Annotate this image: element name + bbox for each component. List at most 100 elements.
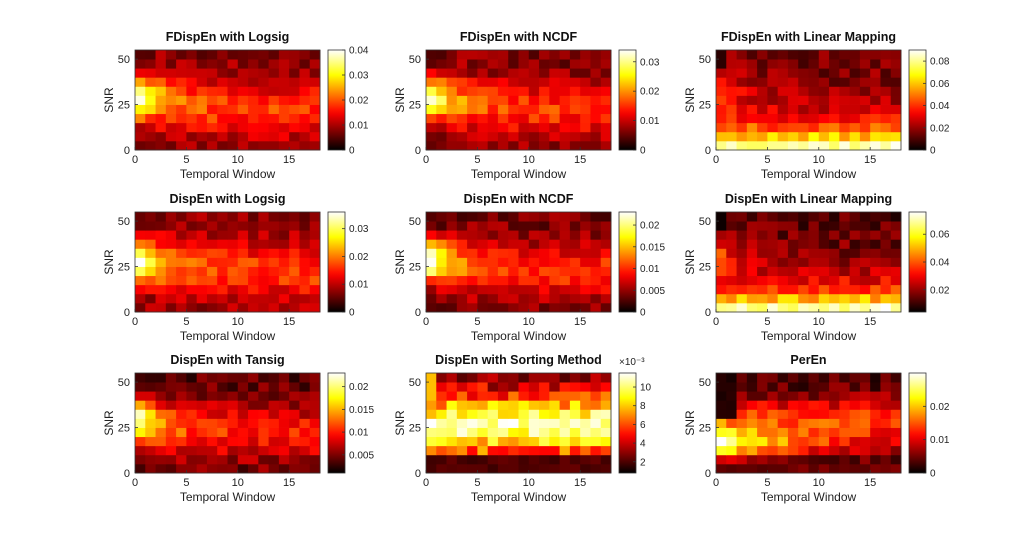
heatmap-cell [456, 50, 468, 60]
heatmap-cell [518, 284, 530, 295]
heatmap-cell [217, 391, 228, 401]
colorbar [909, 373, 926, 473]
heatmap-cell [497, 266, 509, 277]
heatmap-cell [165, 445, 177, 456]
heatmap-cell [590, 275, 602, 286]
heatmap-cell [456, 302, 468, 313]
heatmap-cell [299, 302, 311, 313]
heatmap-cell [559, 113, 571, 124]
heatmap-cell [426, 95, 437, 105]
heatmap-cell [736, 427, 748, 438]
heatmap-cell [145, 113, 156, 124]
heatmap-cell [787, 131, 799, 142]
heatmap-cell [767, 400, 779, 410]
colorbar-tick-label: 0.06 [930, 230, 950, 241]
heatmap-cell [757, 302, 768, 313]
heatmap-cell [849, 382, 861, 392]
heatmap-cell [528, 418, 540, 428]
colorbar-tick-label: 0.02 [640, 87, 660, 98]
x-tick-label: 15 [864, 316, 876, 328]
heatmap-cell [767, 445, 779, 456]
heatmap-cell [467, 275, 478, 286]
heatmap-cell [446, 239, 458, 249]
heatmap-cell [426, 400, 437, 410]
heatmap-cell [829, 212, 840, 222]
x-tick-label: 5 [183, 477, 189, 489]
heatmap-cell [746, 373, 758, 383]
heatmap-cell [528, 427, 540, 438]
heatmap-cell [549, 454, 561, 465]
heatmap-cell [746, 463, 758, 474]
heatmap-cell [818, 454, 830, 465]
heatmap-cell [248, 140, 259, 151]
heatmap-cell [206, 104, 218, 115]
heatmap-cell [508, 104, 519, 115]
heatmap-cell [217, 302, 228, 313]
heatmap-cell [829, 104, 840, 115]
heatmap-cell [829, 122, 840, 133]
heatmap-cell [757, 382, 768, 392]
x-tick-label: 15 [283, 477, 295, 489]
heatmap-cell [299, 59, 311, 69]
heatmap-cell [487, 436, 499, 447]
heatmap-cell [206, 86, 218, 96]
heatmap-cell [436, 86, 447, 96]
heatmap-cell [880, 230, 892, 240]
heatmap-cell [446, 463, 458, 474]
heatmap-cell [880, 302, 892, 313]
heatmap-cell [777, 140, 789, 151]
heatmap-cell [767, 86, 779, 96]
heatmap-cell [248, 248, 259, 258]
heatmap-cell [176, 427, 187, 438]
heatmap-cell [736, 257, 748, 267]
heatmap-cell [206, 373, 218, 383]
heatmap-cell [176, 221, 187, 231]
heatmap-cell [777, 239, 789, 249]
heatmap-cell [528, 400, 540, 410]
heatmap-cell [165, 409, 177, 419]
colorbar-tick-label: 0 [640, 308, 646, 319]
heatmap-cell [859, 68, 871, 78]
heatmap-cell [145, 445, 156, 456]
heatmap-cell [289, 95, 300, 105]
heatmap-cell [299, 113, 311, 124]
heatmap-cell [227, 463, 239, 474]
heatmap-cell [518, 104, 530, 115]
heatmap-cell [590, 284, 602, 295]
heatmap-cell [227, 454, 239, 465]
heatmap-cell [518, 409, 530, 419]
heatmap-cell [746, 104, 758, 115]
heatmap-cell [508, 382, 519, 392]
heatmap-cell [196, 409, 208, 419]
heatmap-cell [757, 266, 768, 277]
heatmap-cell [436, 212, 447, 222]
heatmap-cell [165, 382, 177, 392]
heatmap-cell [237, 400, 249, 410]
heatmap-cell [196, 293, 208, 304]
heatmap-cell [818, 302, 830, 313]
y-axis-label: SNR [393, 410, 407, 436]
y-tick-label: 50 [118, 377, 130, 389]
heatmap-cell [155, 391, 167, 401]
heatmap-cell [508, 284, 519, 295]
heatmap-cell [870, 373, 881, 383]
y-axis-label: SNR [683, 410, 697, 436]
y-axis-label: SNR [683, 249, 697, 275]
heatmap-cell [880, 373, 892, 383]
heatmap-cell [736, 382, 748, 392]
heatmap-cell [446, 104, 458, 115]
heatmap-cell [497, 221, 509, 231]
heatmap-cell [446, 373, 458, 383]
heatmap-cell [539, 391, 550, 401]
heatmap-cell [436, 463, 447, 474]
heatmap-cell [155, 382, 167, 392]
heatmap-cell [176, 293, 187, 304]
heatmap-cell [145, 400, 156, 410]
heatmap-cell [155, 266, 167, 277]
heatmap-cell [808, 427, 820, 438]
chart-title: DispEn with Sorting Method [435, 353, 602, 367]
heatmap-cell [777, 95, 789, 105]
heatmap-cell [539, 140, 550, 151]
heatmap-cell [590, 122, 602, 133]
heatmap-cell [849, 122, 861, 133]
